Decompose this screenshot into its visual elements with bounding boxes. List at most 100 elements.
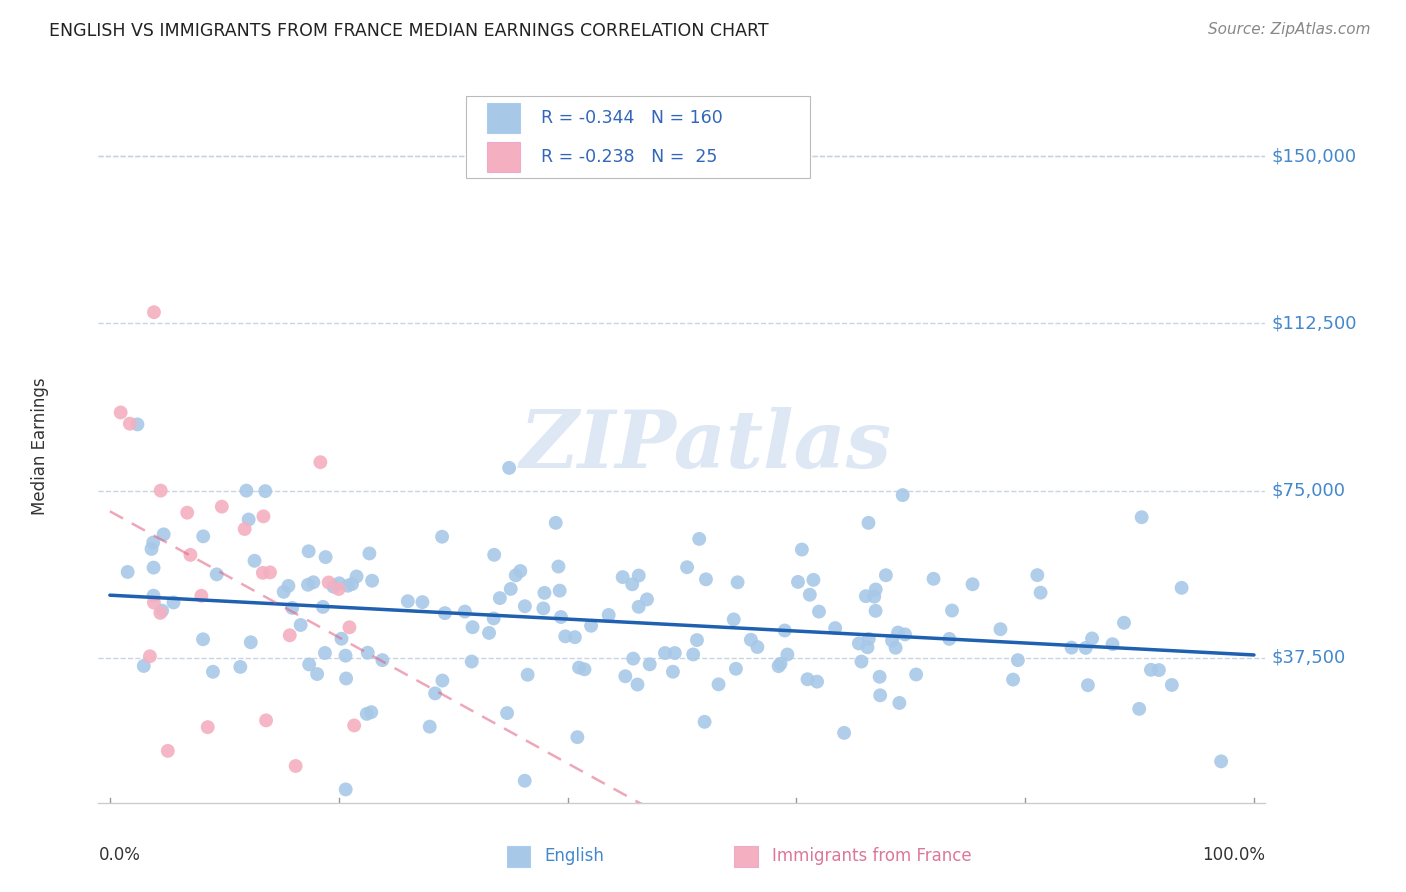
Point [343, 718, 366, 732]
Point [727, 575, 749, 590]
Point [336, 579, 359, 593]
Point [162, 595, 184, 609]
Point [638, 657, 661, 672]
Point [574, 662, 596, 676]
Point [509, 564, 531, 578]
Point [460, 655, 482, 669]
Point [118, 417, 141, 431]
Point [773, 624, 796, 638]
Point [117, 565, 139, 579]
Point [554, 629, 576, 643]
Point [695, 572, 717, 586]
Text: $37,500: $37,500 [1271, 648, 1346, 667]
Point [156, 744, 179, 758]
Point [627, 599, 650, 614]
Point [1211, 755, 1233, 769]
Point [149, 483, 172, 498]
Point [682, 648, 704, 662]
Point [229, 660, 252, 674]
Point [869, 688, 891, 702]
Point [361, 574, 384, 588]
Point [433, 606, 456, 620]
Point [1074, 640, 1097, 655]
Point [254, 484, 277, 499]
Text: Immigrants from France: Immigrants from France [772, 847, 972, 865]
Point [922, 572, 945, 586]
Point [252, 566, 274, 580]
Text: R = -0.344   N = 160: R = -0.344 N = 160 [541, 110, 723, 128]
Point [548, 583, 571, 598]
Point [686, 633, 709, 648]
Text: $150,000: $150,000 [1271, 147, 1357, 165]
Point [330, 632, 353, 646]
Text: ZIPatlas: ZIPatlas [519, 408, 891, 484]
Point [747, 640, 769, 654]
Point [533, 586, 555, 600]
Point [340, 577, 363, 591]
Point [513, 599, 536, 614]
Point [832, 726, 855, 740]
Point [315, 550, 337, 565]
Text: ENGLISH VS IMMIGRANTS FROM FRANCE MEDIAN EARNINGS CORRELATION CHART: ENGLISH VS IMMIGRANTS FROM FRANCE MEDIAN… [49, 22, 769, 40]
Point [962, 577, 984, 591]
Point [807, 605, 830, 619]
Point [110, 405, 132, 419]
Point [461, 620, 484, 634]
Point [312, 599, 335, 614]
Point [550, 610, 572, 624]
Point [139, 649, 162, 664]
Point [662, 665, 685, 679]
Bar [486, 103, 520, 133]
Point [298, 657, 321, 672]
Point [855, 589, 877, 603]
Point [664, 646, 686, 660]
Point [824, 621, 846, 635]
Point [905, 667, 928, 681]
Bar [734, 846, 758, 867]
Point [547, 559, 569, 574]
Point [179, 548, 201, 562]
Point [322, 580, 344, 594]
Point [851, 655, 873, 669]
Point [211, 500, 233, 514]
Point [796, 672, 818, 686]
Point [396, 594, 419, 608]
Point [371, 653, 394, 667]
Point [1029, 585, 1052, 599]
Point [201, 665, 224, 679]
Point [496, 706, 519, 720]
Point [941, 603, 963, 617]
Point [626, 677, 648, 691]
Point [676, 560, 699, 574]
Point [858, 632, 880, 646]
Text: $112,500: $112,500 [1271, 314, 1357, 333]
Bar [506, 846, 530, 867]
Point [544, 516, 567, 530]
Point [1026, 568, 1049, 582]
Point [627, 568, 650, 582]
Point [359, 546, 381, 560]
Point [335, 648, 357, 663]
Point [654, 646, 676, 660]
Point [1007, 653, 1029, 667]
Point [142, 560, 165, 574]
Point [531, 601, 554, 615]
Point [298, 544, 321, 558]
Point [1101, 637, 1123, 651]
Point [132, 659, 155, 673]
Point [252, 509, 274, 524]
Point [787, 574, 810, 589]
Point [1112, 615, 1135, 630]
Point [430, 530, 453, 544]
Point [141, 541, 163, 556]
Point [806, 674, 828, 689]
Point [142, 596, 165, 610]
Text: English: English [544, 847, 605, 865]
Point [564, 630, 586, 644]
Point [297, 578, 319, 592]
Point [1081, 632, 1104, 646]
Point [865, 604, 887, 618]
Point [598, 607, 620, 622]
Point [233, 522, 256, 536]
Point [318, 575, 340, 590]
